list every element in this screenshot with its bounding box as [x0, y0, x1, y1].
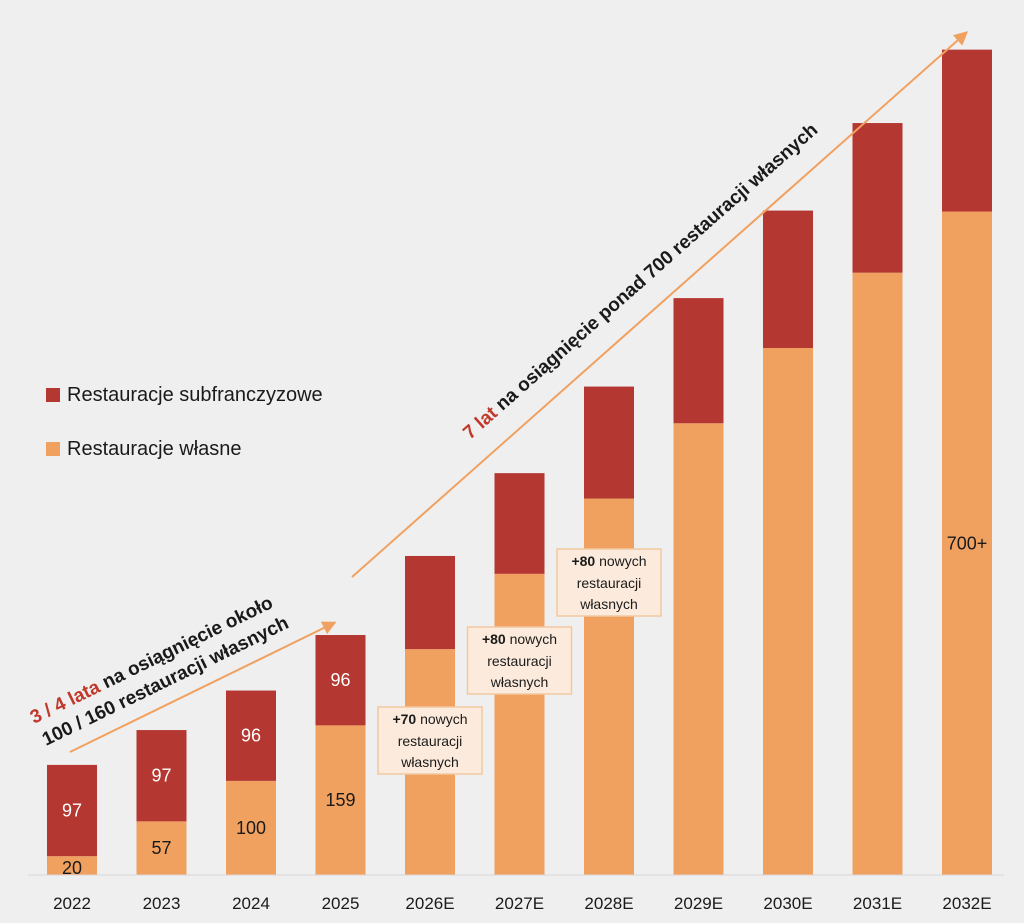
callout-2027E: +80 nowych restauracji własnych [466, 626, 573, 695]
x-tick-label-2031E: 2031E [853, 894, 902, 913]
data-label-restauracje-subfranczyzowe-2025: 96 [330, 670, 350, 690]
legend-swatch-restauracje-subfranczyzowe [46, 388, 60, 402]
data-label-restauracje-wlasne-2032E: 700+ [947, 533, 988, 553]
bar-restauracje-subfranczyzowe-2024 [226, 690, 276, 781]
data-label-restauracje-subfranczyzowe-2022: 97 [62, 801, 82, 821]
bar-restauracje-subfranczyzowe-2027E [494, 473, 545, 574]
x-tick-label-2032E: 2032E [942, 894, 991, 913]
bar-restauracje-wlasne-2024 [226, 780, 276, 875]
x-tick-label-2025: 2025 [322, 894, 360, 913]
callout-line2: restauracji [487, 653, 552, 669]
callout-2026E: +70 nowych restauracji własnych [377, 706, 483, 775]
bar-restauracje-wlasne-2025 [315, 725, 366, 875]
callout-line1: +80 nowych [571, 553, 646, 569]
bars: 20 97 57 97 100 96 159 96 700+ [47, 49, 992, 878]
x-tick-label-2023: 2023 [143, 894, 181, 913]
callout-line2: restauracji [398, 733, 463, 749]
legend: Restauracje subfranczyzowe Restauracje wł… [46, 384, 323, 460]
x-tick-label-2030E: 2030E [763, 894, 812, 913]
bar-restauracje-subfranczyzowe-2026E [405, 555, 455, 650]
legend-label-restauracje-subfranczyzowe: Restauracje subfranczyzowe [67, 384, 323, 406]
legend-swatch-restauracje-wlasne [46, 442, 60, 456]
long-term-arrow [351, 31, 969, 578]
data-label-restauracje-subfranczyzowe-2023: 97 [151, 766, 171, 786]
data-label-restauracje-wlasne-2023: 57 [151, 838, 171, 858]
bar-restauracje-wlasne-2029E [673, 423, 724, 875]
legend-label-restauracje-wlasne: Restauracje własne [67, 438, 242, 460]
bar-restauracje-subfranczyzowe-2022 [47, 764, 97, 857]
bar-restauracje-wlasne-2032E [942, 211, 992, 875]
trend-arrows [69, 31, 969, 753]
callout-box [377, 706, 483, 775]
callout-box [556, 548, 662, 617]
bar-restauracje-wlasne-2027E [494, 573, 545, 875]
short-term-arrow [69, 621, 337, 753]
callout-line1: +70 nowych [392, 711, 467, 727]
data-label-restauracje-wlasne-2025: 159 [325, 790, 355, 810]
bar-restauracje-subfranczyzowe-2031E [852, 123, 903, 273]
callout-line3: własnych [490, 674, 549, 690]
callout-line1: +80 nowych [482, 631, 557, 647]
bar-restauracje-subfranczyzowe-2030E [763, 210, 813, 348]
callout-line3: własnych [579, 596, 638, 612]
bar-restauracje-subfranczyzowe-2032E [942, 49, 992, 212]
bar-restauracje-wlasne-2031E [852, 272, 903, 875]
callout-2028E: +80 nowych restauracji własnych [556, 548, 662, 617]
bar-restauracje-subfranczyzowe-2025 [315, 635, 366, 726]
callout-line3: własnych [400, 754, 459, 770]
data-label-restauracje-subfranczyzowe-2024: 96 [241, 726, 261, 746]
x-tick-label-2026E: 2026E [405, 894, 454, 913]
data-label-restauracje-wlasne-2024: 100 [236, 818, 266, 838]
x-tick-label-2028E: 2028E [584, 894, 633, 913]
x-tick-label-2024: 2024 [232, 894, 270, 913]
callout-line2: restauracji [577, 575, 642, 591]
bar-restauracje-wlasne-2022 [47, 856, 97, 875]
bar-restauracje-subfranczyzowe-2028E [584, 386, 634, 499]
bar-restauracje-wlasne-2023 [136, 821, 187, 875]
callouts: +70 nowych restauracji własnych +80 nowych r… [377, 548, 662, 775]
x-axis: 2022 2023 2024 2025 2026E 2027E 2028E 2029E 2030… [28, 874, 1004, 913]
x-tick-label-2027E: 2027E [495, 894, 544, 913]
data-label-restauracje-wlasne-2022: 20 [62, 858, 82, 878]
bar-restauracje-wlasne-2030E [763, 347, 813, 875]
callout-box [466, 626, 573, 695]
x-tick-label-2029E: 2029E [674, 894, 723, 913]
bar-restauracje-subfranczyzowe-2029E [673, 298, 724, 424]
bar-restauracje-subfranczyzowe-2023 [136, 730, 187, 822]
x-tick-label-2022: 2022 [53, 894, 91, 913]
